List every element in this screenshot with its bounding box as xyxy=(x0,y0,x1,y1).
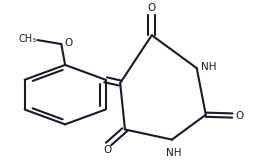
Text: O: O xyxy=(64,38,73,48)
Text: NH: NH xyxy=(166,148,182,158)
Text: O: O xyxy=(148,3,156,13)
Text: O: O xyxy=(235,110,244,121)
Text: O: O xyxy=(103,145,112,155)
Text: NH: NH xyxy=(201,62,217,72)
Text: CH₃: CH₃ xyxy=(18,34,36,44)
